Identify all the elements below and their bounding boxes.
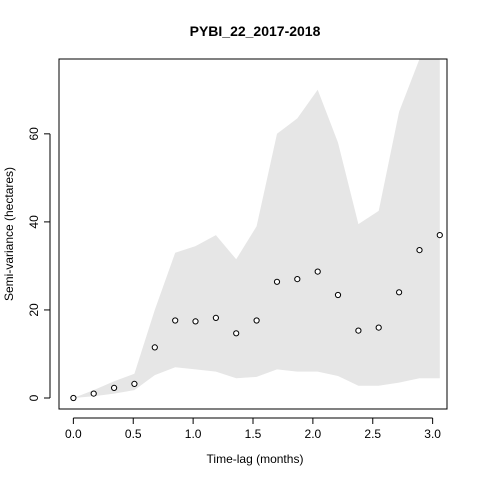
chart-title: PYBI_22_2017-2018 (190, 23, 321, 39)
plot-area-box (58, 58, 448, 410)
data-point (131, 380, 138, 387)
x-tick-label: 1.5 (245, 427, 262, 441)
data-point (253, 317, 260, 324)
data-point (172, 317, 179, 324)
data-point (436, 232, 443, 239)
data-point (375, 324, 382, 331)
points-layer (70, 232, 443, 402)
data-point (192, 318, 199, 325)
y-tick-label: 60 (27, 127, 41, 141)
y-axis: 0 20 40 60 (27, 127, 51, 401)
data-point (355, 327, 362, 334)
data-point (212, 314, 219, 321)
data-point (314, 268, 321, 275)
data-point (273, 278, 281, 285)
x-tick-label: 2.5 (364, 427, 381, 441)
data-point (90, 390, 97, 397)
x-tick-label: 2.0 (305, 427, 322, 441)
data-point (151, 344, 158, 351)
x-axis: 0.0 0.5 1.0 1.5 2.0 2.5 3.0 (65, 417, 441, 441)
x-tick-label: 0.0 (65, 427, 82, 441)
y-tick-label: 20 (27, 303, 41, 317)
y-tick-label: 0 (27, 394, 41, 401)
x-tick-label: 1.0 (185, 427, 202, 441)
x-tick-label: 0.5 (125, 427, 142, 441)
y-axis-label: Semi-variance (hectares) (2, 167, 16, 301)
data-point (233, 330, 240, 337)
data-point (416, 247, 423, 254)
data-point (396, 289, 403, 296)
data-point (111, 384, 118, 391)
y-tick-label: 40 (27, 215, 41, 229)
x-tick-label: 3.0 (424, 427, 441, 441)
data-point (70, 394, 77, 402)
data-point (294, 276, 301, 283)
data-point (334, 291, 342, 299)
x-axis-label: Time-lag (months) (207, 452, 304, 466)
envelope-layer (73, 59, 440, 398)
envelope-band (73, 59, 440, 398)
